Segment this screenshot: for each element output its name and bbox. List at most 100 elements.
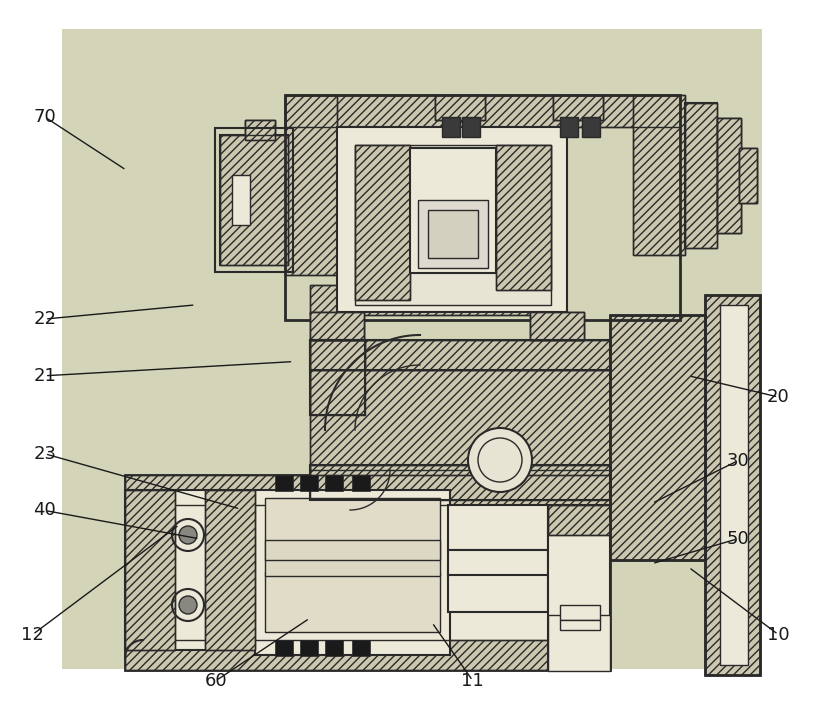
Bar bbox=[325, 640, 343, 656]
Bar bbox=[442, 117, 460, 137]
Text: 70: 70 bbox=[33, 108, 56, 126]
Bar bbox=[739, 148, 757, 203]
Bar bbox=[553, 95, 603, 120]
Bar bbox=[705, 295, 760, 675]
Bar bbox=[496, 145, 551, 290]
Bar bbox=[310, 285, 550, 315]
Bar bbox=[245, 120, 275, 140]
Text: 60: 60 bbox=[205, 671, 227, 690]
Bar bbox=[245, 120, 275, 140]
Bar bbox=[285, 95, 680, 127]
Bar bbox=[310, 465, 610, 500]
Text: 23: 23 bbox=[33, 445, 56, 463]
Bar bbox=[245, 120, 275, 140]
Bar bbox=[633, 95, 685, 255]
Bar bbox=[265, 540, 440, 560]
Bar bbox=[418, 200, 488, 268]
Bar bbox=[352, 640, 370, 656]
Bar bbox=[125, 490, 175, 650]
Bar bbox=[530, 312, 584, 340]
Text: 40: 40 bbox=[33, 501, 56, 520]
Bar bbox=[739, 148, 757, 203]
Text: 11: 11 bbox=[461, 671, 484, 690]
Bar bbox=[300, 475, 318, 491]
Bar bbox=[310, 340, 365, 415]
Bar bbox=[355, 145, 551, 305]
Bar bbox=[220, 135, 288, 265]
Bar bbox=[739, 148, 757, 203]
Bar bbox=[462, 117, 480, 137]
Bar bbox=[355, 145, 410, 300]
Bar bbox=[285, 95, 680, 127]
Text: 21: 21 bbox=[33, 367, 56, 385]
Bar bbox=[548, 640, 610, 670]
Bar bbox=[685, 103, 717, 248]
Bar bbox=[265, 572, 440, 632]
Bar bbox=[310, 340, 610, 370]
Bar bbox=[435, 95, 485, 120]
Bar bbox=[255, 490, 450, 655]
Bar bbox=[582, 117, 600, 137]
Bar bbox=[530, 312, 584, 340]
Text: 22: 22 bbox=[33, 310, 56, 328]
Bar bbox=[125, 475, 610, 505]
Bar bbox=[633, 95, 685, 255]
Bar bbox=[265, 498, 440, 558]
Bar bbox=[205, 490, 255, 650]
Bar bbox=[435, 95, 485, 120]
Bar bbox=[220, 135, 288, 265]
Bar bbox=[428, 210, 478, 258]
Bar bbox=[125, 490, 175, 650]
Bar bbox=[125, 640, 610, 670]
Bar bbox=[310, 370, 610, 470]
Text: 30: 30 bbox=[726, 452, 749, 470]
Text: 50: 50 bbox=[726, 530, 749, 548]
Bar bbox=[285, 95, 337, 275]
Bar bbox=[310, 465, 610, 500]
Bar bbox=[717, 118, 741, 233]
Bar bbox=[705, 295, 760, 675]
Bar bbox=[310, 340, 610, 370]
Bar bbox=[125, 475, 610, 670]
Bar bbox=[232, 175, 250, 225]
Bar bbox=[548, 640, 610, 670]
Bar bbox=[310, 312, 364, 340]
Bar bbox=[310, 340, 365, 415]
Bar bbox=[310, 340, 610, 370]
Bar bbox=[310, 370, 610, 470]
Bar bbox=[310, 285, 550, 315]
Bar bbox=[220, 135, 288, 265]
Bar bbox=[265, 558, 440, 576]
Bar bbox=[610, 315, 705, 560]
Bar bbox=[355, 145, 410, 300]
Bar bbox=[560, 605, 600, 620]
Bar bbox=[300, 640, 318, 656]
Bar bbox=[410, 148, 496, 273]
Bar bbox=[125, 475, 610, 505]
Bar bbox=[717, 118, 741, 233]
Bar bbox=[285, 95, 337, 275]
Bar bbox=[310, 312, 364, 340]
Bar bbox=[560, 117, 578, 137]
Bar bbox=[205, 490, 255, 650]
Text: 12: 12 bbox=[21, 625, 44, 644]
Circle shape bbox=[179, 596, 197, 614]
Text: 20: 20 bbox=[767, 388, 790, 406]
Bar bbox=[530, 312, 584, 340]
Bar bbox=[720, 305, 748, 665]
Bar bbox=[310, 465, 610, 500]
Bar bbox=[448, 572, 548, 612]
Bar bbox=[685, 103, 717, 248]
Bar bbox=[610, 315, 705, 560]
Bar bbox=[560, 620, 600, 630]
Bar bbox=[705, 295, 760, 675]
Bar bbox=[717, 118, 741, 233]
Text: 10: 10 bbox=[767, 625, 790, 644]
Bar bbox=[496, 145, 551, 290]
Bar bbox=[435, 95, 485, 120]
Bar bbox=[275, 475, 293, 491]
Bar bbox=[548, 505, 610, 535]
Bar bbox=[448, 550, 548, 575]
Bar bbox=[215, 128, 293, 272]
Circle shape bbox=[468, 428, 532, 492]
